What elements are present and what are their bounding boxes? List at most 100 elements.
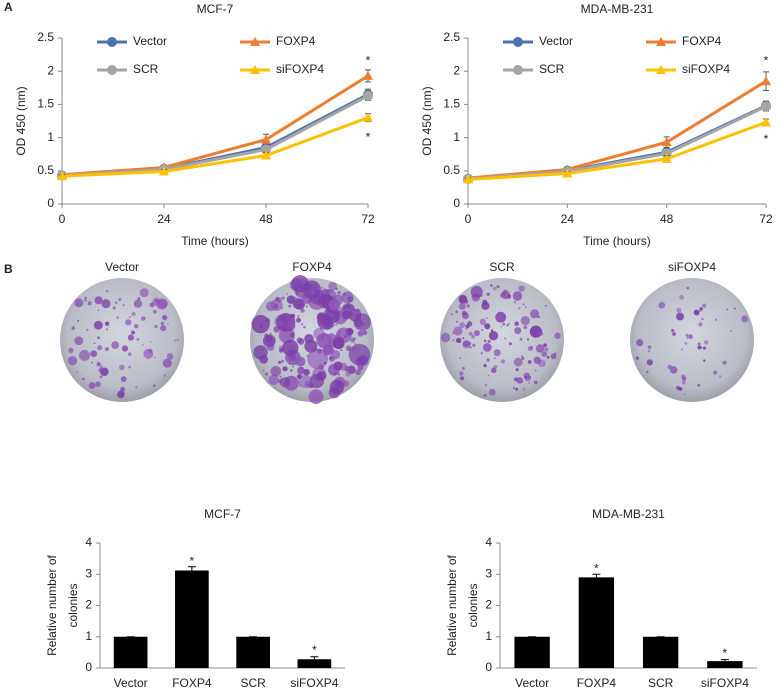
colony: [93, 342, 96, 345]
marker: [250, 65, 260, 74]
colony: [297, 366, 305, 375]
colony: [676, 307, 682, 313]
colony: [101, 299, 111, 309]
colony: [332, 336, 345, 349]
colony: [118, 297, 122, 302]
marker: [261, 150, 271, 160]
x-tick-label: 48: [660, 212, 674, 226]
colony: [493, 349, 501, 357]
colony: [520, 355, 523, 358]
colony: [357, 364, 364, 371]
colony: [541, 351, 548, 358]
annotation: *: [764, 53, 769, 67]
colony: [713, 370, 718, 375]
colony: [300, 308, 305, 313]
colony: [341, 291, 354, 304]
colony: [537, 315, 540, 319]
colony: [350, 337, 356, 343]
colony: [128, 316, 131, 319]
colony: [310, 290, 316, 295]
colony: [296, 374, 302, 380]
colony: [345, 371, 351, 377]
colony: [265, 301, 276, 312]
colony: [719, 375, 722, 378]
colony: [697, 345, 702, 350]
marker: [661, 137, 672, 147]
colony: [484, 383, 488, 387]
colony: [106, 328, 108, 331]
colony: [128, 366, 131, 369]
marker: [363, 90, 373, 101]
colony: [523, 325, 528, 330]
colony: [488, 388, 496, 396]
x-axis-label: Time (hours): [583, 234, 651, 248]
colony: [461, 310, 467, 316]
colony: [522, 388, 525, 391]
marker: [661, 153, 672, 163]
error-bar: [720, 659, 729, 662]
colony: [681, 348, 683, 351]
colony: [324, 361, 327, 365]
colony: [301, 323, 304, 326]
colony: [67, 356, 78, 366]
colony: [463, 340, 470, 347]
colony: [512, 291, 523, 301]
colony: [281, 296, 285, 300]
marker: [463, 174, 473, 184]
y-tick-label: 1.5: [37, 97, 54, 111]
colony: [483, 364, 487, 368]
colony: [121, 345, 129, 352]
colony: [268, 374, 279, 386]
dish: [440, 278, 564, 402]
colony: [257, 345, 260, 348]
colony: [279, 348, 284, 353]
legend-label: Vector: [539, 34, 573, 48]
colony: [703, 359, 706, 362]
colony: [353, 313, 371, 331]
colony: [486, 292, 490, 296]
marker: [513, 65, 523, 75]
colony: [508, 322, 510, 325]
colony: [105, 347, 109, 351]
colony: [116, 316, 120, 320]
colony: [136, 337, 140, 341]
colony: [676, 312, 684, 321]
colony: [554, 332, 561, 340]
series-line: [61, 116, 369, 178]
colony: [714, 318, 718, 321]
chart-title: MCF-7: [197, 2, 234, 16]
colony: [306, 354, 310, 358]
colony: [176, 338, 179, 342]
colony: [330, 349, 341, 360]
colony: [467, 321, 473, 327]
colony: [453, 326, 463, 336]
colony: [122, 304, 125, 307]
y-axis-label-line: colonies: [466, 583, 480, 627]
colony: [343, 334, 347, 338]
colony: [492, 286, 497, 291]
colony: [726, 308, 729, 311]
dish-label: siFOXP4: [668, 260, 716, 274]
legend-label: siFOXP4: [276, 62, 324, 76]
colony: [459, 322, 466, 329]
colony: [486, 358, 490, 362]
colony: [319, 346, 322, 348]
colony: [519, 337, 523, 341]
colony: [646, 359, 653, 366]
y-tick-label: 0: [47, 196, 54, 210]
colony: [554, 352, 557, 355]
colony: [304, 380, 312, 388]
colony: [533, 380, 538, 385]
colony: [97, 345, 103, 351]
colony: [521, 356, 525, 360]
marker: [363, 112, 373, 122]
y-tick-label: 0.5: [443, 163, 460, 177]
colony: [487, 339, 491, 344]
colony: [166, 323, 169, 326]
legend-label: SCR: [539, 62, 565, 76]
colony: [127, 334, 134, 341]
error-bar: [310, 656, 319, 660]
colony: [133, 324, 139, 329]
colony: [534, 369, 537, 372]
colony: [120, 376, 127, 383]
